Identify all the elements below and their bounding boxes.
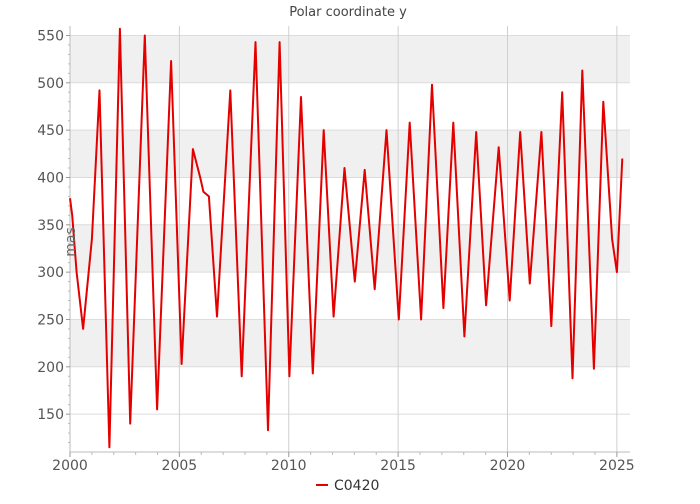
- x-tick-label: 2025: [599, 458, 635, 474]
- y-tick-label: 350: [37, 218, 64, 234]
- series-layer: [69, 27, 624, 449]
- x-tick-label: 2020: [490, 458, 526, 474]
- axis-ticks: 150 200 250 300 350 400 450 500 550 2000 2005 2010 2…: [37, 28, 634, 474]
- y-tick-label: 450: [37, 123, 64, 139]
- y-tick-label: 550: [37, 28, 64, 44]
- background-band: [70, 35, 630, 83]
- x-tick-label: 2010: [271, 458, 307, 474]
- y-axis-label: mas: [63, 227, 79, 257]
- y-tick-label: 400: [37, 170, 64, 186]
- x-tick-label: 2000: [52, 458, 88, 474]
- legend[interactable]: C0420: [316, 478, 379, 494]
- series-line: [69, 27, 624, 449]
- x-tick-label: 2015: [380, 458, 416, 474]
- y-tick-label: 300: [37, 265, 64, 281]
- background-band: [70, 130, 630, 178]
- y-tick-label: 250: [37, 312, 64, 328]
- background-bands: [70, 35, 630, 367]
- y-tick-label: 200: [37, 360, 64, 376]
- legend-label: C0420: [334, 478, 379, 494]
- y-tick-label: 500: [37, 76, 64, 92]
- chart-title: Polar coordinate y: [289, 5, 407, 20]
- y-tick-label: 150: [37, 407, 64, 423]
- background-band: [70, 319, 630, 367]
- x-tick-label: 2005: [162, 458, 198, 474]
